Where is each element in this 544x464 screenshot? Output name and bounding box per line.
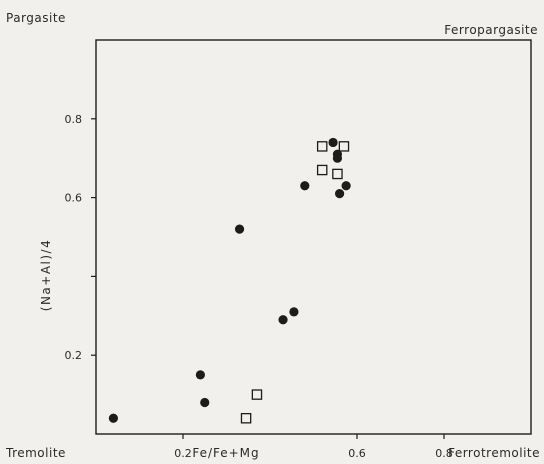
x-axis-label: Fe/Fe+Mg — [192, 446, 259, 460]
data-point-open-square — [240, 412, 252, 424]
x-tick-label: 0.2 — [174, 447, 192, 460]
x-tick-label: 0.8 — [435, 447, 453, 460]
y-tick-label: 0.6 — [65, 192, 83, 205]
data-point-filled-circle — [289, 307, 299, 317]
data-point-filled-circle — [108, 413, 118, 423]
data-point-filled-circle — [328, 137, 338, 148]
data-point-open-square — [316, 141, 328, 152]
data-point-open-square — [316, 164, 328, 176]
data-point-filled-circle — [300, 181, 310, 191]
plot-frame — [95, 39, 532, 435]
data-point-filled-circle — [195, 370, 205, 380]
data-point-open-square — [251, 389, 263, 400]
data-point-filled-circle — [200, 397, 210, 408]
y-tick-label: 0.8 — [65, 113, 83, 126]
corner-label-ferropargasite: Ferropargasite — [444, 23, 538, 37]
corner-label-ferrotremolite: Ferrotremolite — [448, 446, 540, 460]
corner-label-pargasite: Pargasite — [6, 11, 66, 25]
corner-label-tremolite: Tremolite — [5, 446, 66, 460]
y-axis-label: (Na+Al)/4 — [39, 239, 53, 311]
x-tick-label: 0.6 — [348, 447, 366, 460]
y-tick-label: 0.2 — [65, 349, 83, 362]
data-point-filled-circle — [278, 315, 288, 325]
data-point-filled-circle — [332, 153, 343, 163]
data-point-filled-circle — [341, 181, 351, 191]
data-point-open-square — [338, 141, 350, 152]
data-point-filled-circle — [234, 224, 245, 234]
data-point-open-square — [332, 168, 343, 180]
data-point-filled-circle — [335, 189, 345, 199]
axis-ticks: 0.2 0.6 0.8 0.2 0.6 0.8 — [65, 113, 453, 460]
data-points — [108, 137, 351, 424]
